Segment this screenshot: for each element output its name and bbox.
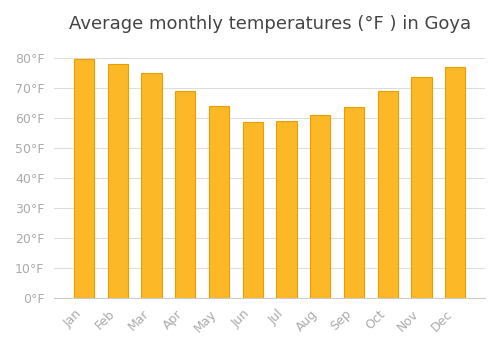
Bar bbox=[344, 107, 364, 298]
Bar bbox=[74, 60, 94, 298]
Bar bbox=[445, 67, 466, 298]
Bar bbox=[108, 64, 128, 298]
Bar bbox=[412, 77, 432, 298]
Bar bbox=[378, 91, 398, 298]
Bar bbox=[242, 122, 263, 298]
Bar bbox=[209, 106, 229, 298]
Bar bbox=[142, 73, 162, 298]
Title: Average monthly temperatures (°F ) in Goya: Average monthly temperatures (°F ) in Go… bbox=[68, 15, 470, 33]
Bar bbox=[310, 115, 330, 298]
Bar bbox=[175, 91, 196, 298]
Bar bbox=[276, 121, 296, 298]
